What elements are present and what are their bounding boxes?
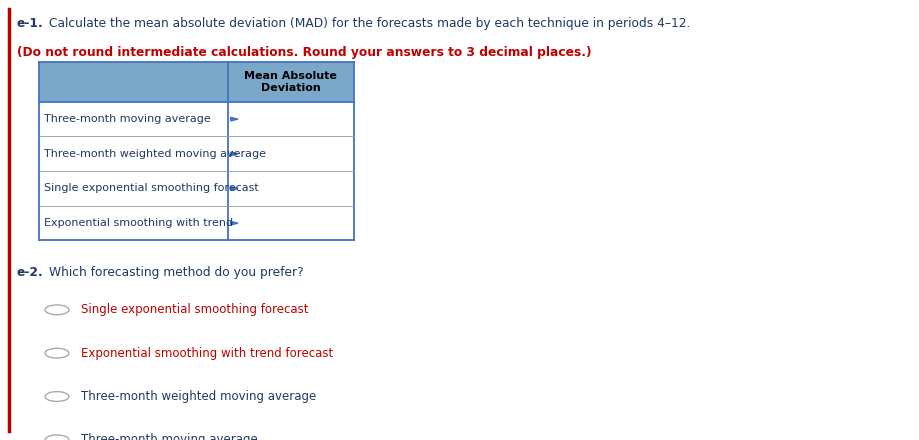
Bar: [228, 171, 354, 206]
Text: Exponential smoothing with trend: Exponential smoothing with trend: [44, 218, 233, 228]
Polygon shape: [231, 117, 238, 121]
Polygon shape: [231, 221, 238, 225]
Text: Three-month moving average: Three-month moving average: [44, 114, 210, 124]
Bar: [228, 206, 354, 241]
Bar: [228, 136, 354, 171]
Text: Exponential smoothing with trend forecast: Exponential smoothing with trend forecas…: [81, 347, 333, 359]
Text: e-1.: e-1.: [17, 17, 43, 30]
Bar: [39, 62, 354, 102]
Text: Single exponential smoothing forecast: Single exponential smoothing forecast: [81, 303, 309, 316]
Bar: [39, 171, 228, 206]
Polygon shape: [231, 152, 238, 156]
Text: Three-month moving average: Three-month moving average: [81, 433, 257, 440]
Bar: [39, 102, 228, 136]
Text: Which forecasting method do you prefer?: Which forecasting method do you prefer?: [49, 266, 303, 279]
Bar: [39, 206, 228, 241]
Text: Calculate the mean absolute deviation (MAD) for the forecasts made by each techn: Calculate the mean absolute deviation (M…: [49, 17, 694, 30]
Text: Three-month weighted moving average: Three-month weighted moving average: [44, 149, 267, 159]
Polygon shape: [231, 187, 238, 190]
Text: Single exponential smoothing forecast: Single exponential smoothing forecast: [44, 183, 259, 194]
Bar: [228, 102, 354, 136]
Bar: [39, 136, 228, 171]
Text: e-2.: e-2.: [17, 266, 43, 279]
Text: Three-month weighted moving average: Three-month weighted moving average: [81, 390, 316, 403]
Text: Mean Absolute
Deviation: Mean Absolute Deviation: [244, 71, 337, 93]
Text: (Do not round intermediate calculations. Round your answers to 3 decimal places.: (Do not round intermediate calculations.…: [17, 46, 591, 59]
